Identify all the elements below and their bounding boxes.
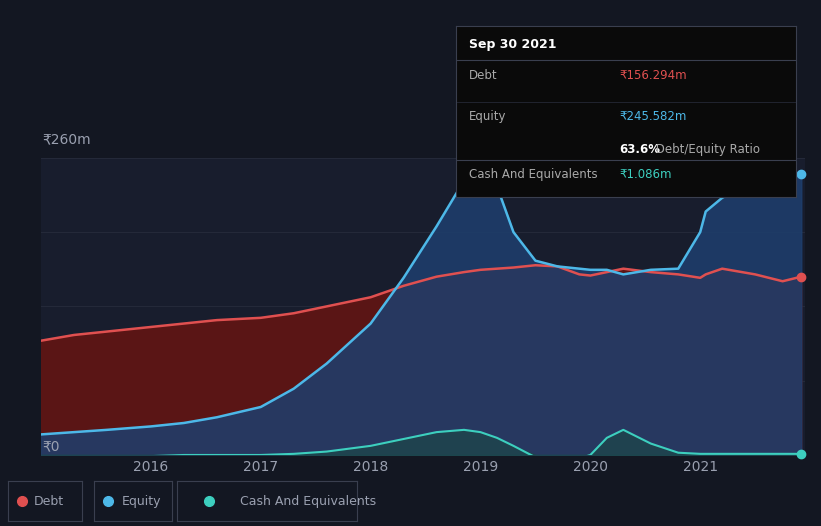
Text: Cash And Equivalents: Cash And Equivalents — [240, 494, 376, 508]
Text: ₹260m: ₹260m — [43, 132, 91, 146]
Text: Cash And Equivalents: Cash And Equivalents — [470, 168, 598, 181]
Text: ₹156.294m: ₹156.294m — [619, 69, 687, 82]
Text: Debt: Debt — [34, 494, 64, 508]
Text: Equity: Equity — [122, 494, 161, 508]
Text: 63.6%: 63.6% — [619, 143, 660, 156]
Text: ₹1.086m: ₹1.086m — [619, 168, 672, 181]
Text: Debt: Debt — [470, 69, 498, 82]
Text: Equity: Equity — [470, 110, 507, 123]
Text: ₹245.582m: ₹245.582m — [619, 110, 686, 123]
Text: Debt/Equity Ratio: Debt/Equity Ratio — [652, 143, 759, 156]
Text: ₹0: ₹0 — [43, 439, 60, 453]
Text: Sep 30 2021: Sep 30 2021 — [470, 38, 557, 51]
